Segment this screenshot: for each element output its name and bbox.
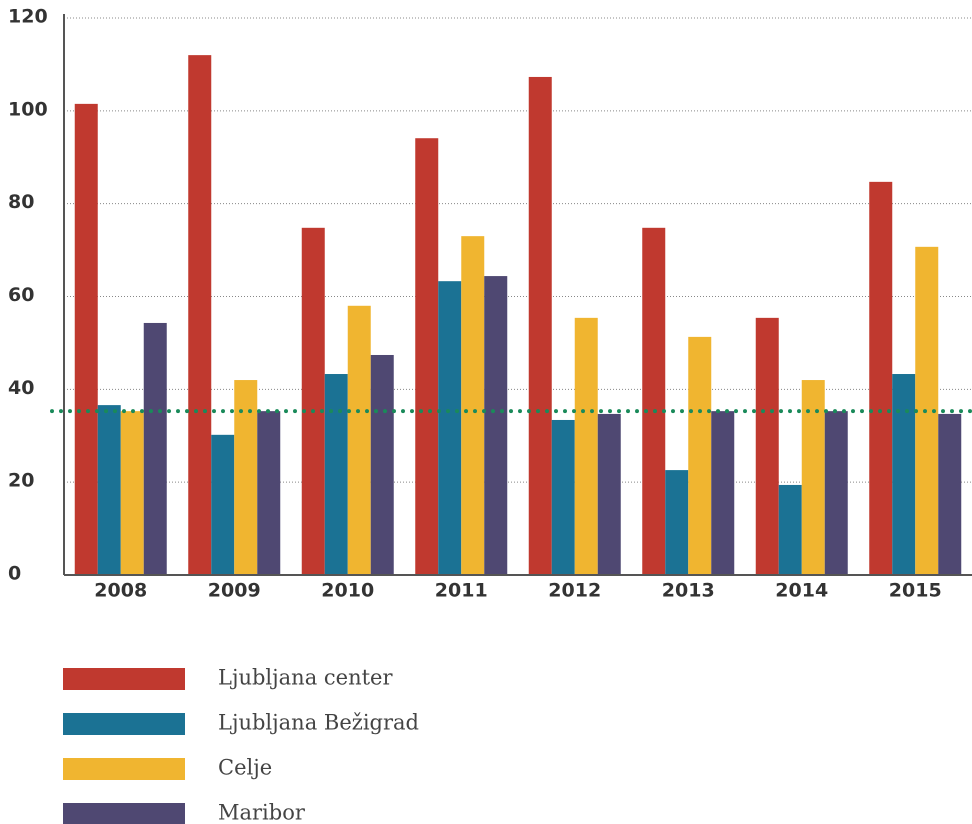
y-tick-label: 60 [8, 284, 34, 306]
bar [755, 317, 779, 575]
bar [528, 76, 552, 576]
y-tick-label: 0 [8, 563, 21, 585]
bar [938, 413, 962, 575]
y-tick-label: 100 [8, 98, 48, 120]
x-tick-label: 2009 [208, 580, 261, 602]
bar [120, 411, 144, 575]
x-tick-label: 2011 [435, 580, 488, 602]
bar [892, 374, 916, 575]
y-tick-label: 40 [8, 377, 34, 399]
bar [642, 227, 666, 575]
x-tick-label: 2008 [94, 580, 147, 602]
legend-swatch [63, 758, 185, 780]
bar [143, 322, 167, 575]
bar [824, 411, 848, 575]
bar [97, 405, 121, 575]
bar [347, 305, 371, 575]
y-tick-label: 80 [8, 191, 34, 213]
bar [665, 470, 689, 575]
x-tick-label: 2010 [321, 580, 374, 602]
bar [688, 336, 712, 575]
bar [438, 281, 462, 575]
x-tick-label: 2015 [889, 580, 942, 602]
legend-swatch [63, 668, 185, 690]
bar [74, 103, 98, 575]
x-tick-label: 2012 [548, 580, 601, 602]
bar [574, 317, 598, 575]
bar [711, 411, 735, 575]
legend-label: Maribor [218, 801, 306, 824]
bar [801, 380, 825, 575]
y-tick-label: 20 [8, 470, 34, 492]
legend-swatch [63, 803, 185, 824]
bar [597, 413, 621, 575]
bar [257, 411, 281, 575]
legend-swatch [63, 713, 185, 735]
x-tick-label: 2014 [775, 580, 828, 602]
bar [188, 55, 212, 575]
bar [211, 434, 235, 575]
x-tick-label: 2013 [662, 580, 715, 602]
bar [370, 354, 394, 575]
bar [869, 181, 893, 575]
legend-label: Celje [218, 756, 272, 780]
bar [484, 276, 508, 575]
bar [324, 374, 348, 575]
bar [415, 138, 439, 575]
bar [461, 236, 485, 576]
legend-label: Ljubljana center [218, 666, 393, 690]
bar [234, 380, 258, 575]
bar [301, 227, 325, 575]
y-tick-label: 120 [8, 6, 48, 28]
bar [778, 484, 802, 575]
legend-label: Ljubljana Bežigrad [218, 711, 419, 735]
bar [551, 419, 575, 575]
